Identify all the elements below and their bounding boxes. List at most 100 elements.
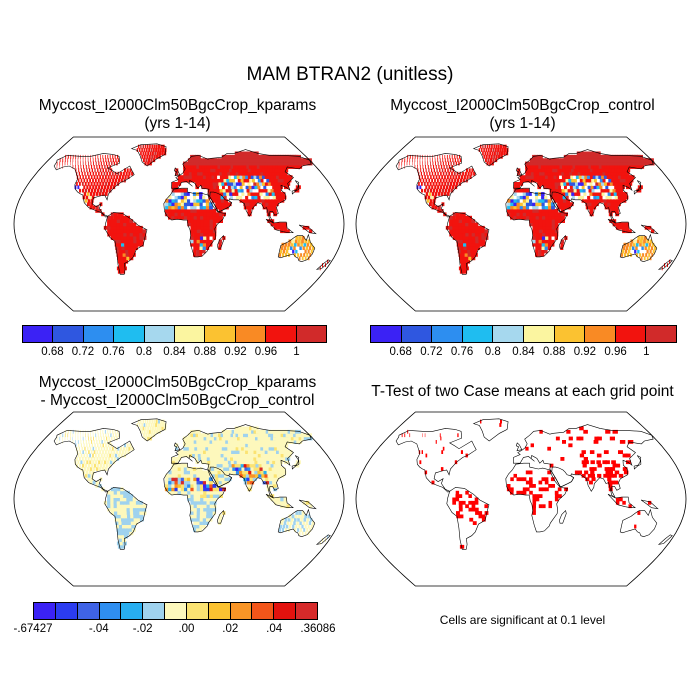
- grid-cell: [522, 175, 526, 179]
- grid-cell: [93, 182, 96, 186]
- grid-cell: [516, 185, 521, 190]
- grid-cell: [614, 195, 620, 200]
- grid-cell: [110, 511, 115, 515]
- grid-cell: [88, 436, 89, 441]
- grid-cell: [569, 182, 574, 186]
- grid-cell: [612, 198, 617, 203]
- grid-cell: [247, 175, 253, 179]
- grid-cell: [610, 467, 616, 471]
- grid-cell: [110, 158, 112, 163]
- grid-cell: [439, 154, 441, 159]
- grid-cell: [456, 514, 461, 519]
- grid-cell: [273, 487, 278, 492]
- grid-cell: [102, 175, 104, 179]
- grid-cell: [249, 202, 254, 207]
- grid-cell: [93, 161, 94, 166]
- grid-cell: [580, 182, 586, 186]
- grid-cell: [538, 249, 542, 254]
- grid-cell: [245, 185, 250, 190]
- grid-cell: [196, 215, 201, 220]
- grid-cell: [105, 182, 108, 186]
- grid-cell: [445, 225, 450, 230]
- grid-cell: [260, 460, 265, 465]
- grid-cell: [139, 507, 143, 512]
- grid-cell: [507, 205, 511, 210]
- grid-cell: [275, 460, 280, 465]
- grid-cell: [560, 239, 565, 244]
- grid-cell: [240, 433, 246, 438]
- grid-cell: [398, 161, 400, 166]
- grid-cell: [242, 185, 247, 190]
- grid-cell: [186, 171, 190, 176]
- grid-cell: [214, 195, 219, 200]
- grid-cell: [142, 419, 144, 424]
- grid-cell: [442, 178, 445, 183]
- grid-cell: [562, 195, 567, 200]
- grid-cell: [611, 209, 616, 213]
- grid-cell: [636, 239, 640, 244]
- grid-cell: [197, 178, 202, 183]
- grid-cell: [538, 246, 542, 250]
- grid-cell: [294, 154, 301, 159]
- grid-cell: [264, 188, 269, 193]
- grid-cell: [271, 202, 276, 207]
- grid-cell: [180, 209, 185, 213]
- grid-cell: [197, 171, 201, 176]
- grid-cell: [438, 175, 441, 179]
- grid-cell: [174, 457, 179, 461]
- grid-cell: [640, 236, 644, 240]
- grid-cell: [241, 171, 246, 176]
- grid-cell: [91, 165, 93, 169]
- grid-cell: [510, 198, 514, 203]
- grid-cell: [149, 419, 151, 424]
- grid-cell: [573, 154, 578, 159]
- grid-cell: [218, 158, 222, 163]
- grid-cell: [93, 457, 96, 461]
- grid-cell: [272, 440, 278, 444]
- grid-cell: [93, 188, 97, 193]
- grid-cell: [165, 473, 169, 478]
- grid-cell: [572, 182, 577, 186]
- grid-cell: [195, 158, 199, 163]
- coastline-australia: [619, 508, 658, 538]
- grid-cell: [110, 494, 114, 498]
- grid-cell: [513, 182, 518, 186]
- grid-cell: [193, 528, 197, 532]
- grid-cell: [209, 239, 213, 244]
- grid-cell: [618, 171, 624, 176]
- grid-cell: [91, 443, 93, 448]
- grid-cell: [519, 215, 524, 220]
- grid-cell: [249, 436, 255, 441]
- grid-cell: [151, 426, 154, 431]
- grid-cell: [262, 457, 267, 461]
- grid-cell: [190, 470, 194, 475]
- grid-cell: [282, 446, 288, 451]
- grid-cell: [598, 192, 603, 196]
- grid-cell: [295, 460, 301, 465]
- grid-cell: [595, 151, 601, 156]
- grid-cell: [462, 232, 466, 237]
- grid-cell: [106, 161, 108, 166]
- grid-cell: [612, 463, 618, 468]
- grid-cell: [205, 246, 210, 250]
- grid-cell: [309, 253, 312, 257]
- grid-cell: [617, 185, 622, 190]
- grid-cell: [541, 477, 546, 482]
- grid-cell: [56, 165, 58, 169]
- grid-cell: [600, 188, 605, 193]
- grid-cell: [432, 158, 433, 163]
- grid-cell: [77, 154, 79, 159]
- grid-cell: [269, 185, 274, 190]
- grid-cell: [628, 504, 632, 509]
- grid-cell: [542, 178, 547, 183]
- grid-cell: [140, 426, 142, 431]
- grid-cell: [127, 517, 132, 522]
- grid-cell: [177, 463, 182, 468]
- grid-cell: [254, 195, 259, 200]
- grid-cell: [116, 450, 119, 454]
- grid-cell: [254, 446, 260, 451]
- grid-cell: [120, 236, 125, 240]
- grid-cell: [559, 195, 564, 200]
- grid-cell: [485, 148, 488, 152]
- grid-cell: [70, 429, 72, 434]
